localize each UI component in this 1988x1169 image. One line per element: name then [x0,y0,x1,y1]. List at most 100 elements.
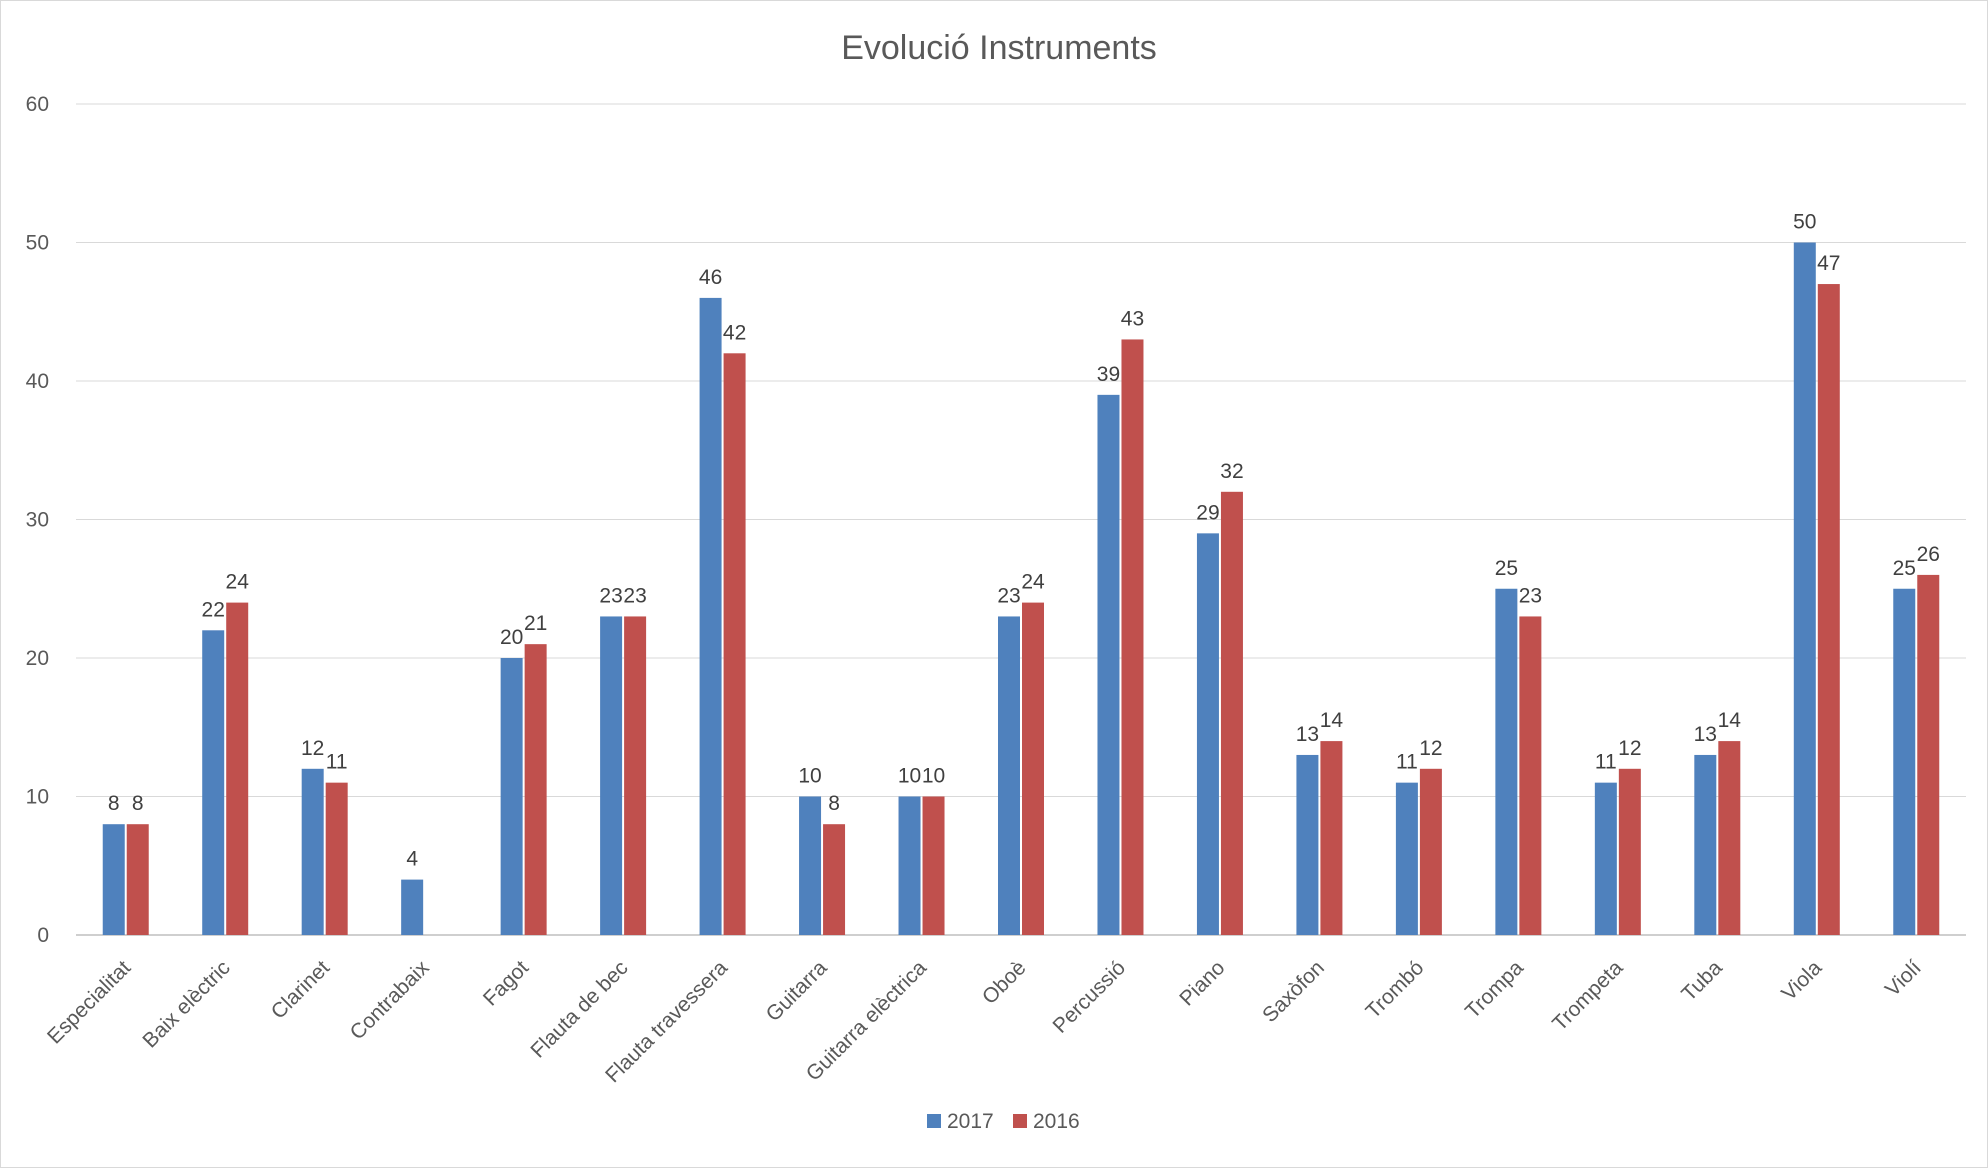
bar-2016 [823,824,846,935]
x-tick-label: Tuba [1677,956,1727,1006]
data-label: 11 [1595,751,1617,774]
data-label: 12 [301,737,324,760]
x-tick-label: Percussió [1049,956,1130,1037]
x-tick-label: Especialitat [43,956,135,1048]
x-tick-label: Guitarra [762,956,832,1026]
data-label: 12 [1419,737,1442,760]
chart-title: Evolució Instruments [841,29,1157,67]
y-axis: 0 10 20 30 40 50 60 [26,93,49,947]
legend: 2017 2016 [927,1110,1080,1133]
x-tick-label: Viola [1777,956,1826,1005]
bar-2016 [1817,284,1840,935]
data-label: 11 [1396,751,1418,774]
x-tick-label: Contrabaix [346,956,434,1044]
x-tick-label: Oboè [978,956,1031,1009]
data-label: 23 [599,584,622,607]
data-label: 14 [1718,709,1742,732]
data-label: 8 [132,792,144,815]
x-tick-label: Violí [1881,956,1926,1001]
bar-2016 [1121,339,1144,935]
x-tick-label: Trombó [1362,956,1429,1023]
bar-2016 [1917,574,1940,935]
data-label: 14 [1320,709,1344,732]
bar-2016 [1519,616,1542,935]
bar-2017 [1893,588,1916,935]
bar-2016 [1022,602,1044,935]
data-label: 23 [997,584,1020,607]
y-tick-label: 60 [26,93,49,116]
data-label: 42 [723,321,746,344]
bar-2017 [1296,754,1319,935]
bar-2017 [1395,782,1418,935]
bar-2017 [1196,533,1219,935]
x-tick-label: Fagot [479,956,533,1010]
x-tick-label: Baix elèctric [138,956,234,1052]
bar-2017 [699,297,722,935]
data-label: 10 [798,765,821,788]
bar-2017 [1793,242,1816,935]
data-label: 50 [1793,211,1816,234]
x-tick-label: Flauta de bec [526,956,632,1062]
bar-2017 [202,630,225,935]
data-label: 4 [406,848,418,871]
data-label: 26 [1917,543,1940,566]
bar-2017 [799,796,822,935]
x-tick-label: Piano [1175,956,1229,1010]
bar-2016 [126,824,149,935]
data-label: 32 [1220,460,1243,483]
data-label: 39 [1097,363,1120,386]
data-label: 8 [828,792,840,815]
legend-label-2017: 2017 [947,1110,994,1133]
bar-2017 [102,824,125,935]
bars [102,242,1940,936]
bar-2017 [1495,588,1518,935]
data-label: 12 [1618,737,1641,760]
data-label: 21 [524,612,547,635]
x-tick-label: Trompeta [1548,956,1627,1035]
data-label: 46 [699,266,722,289]
bar-2017 [1097,394,1120,936]
bar-2016 [226,602,249,935]
bar-2016 [524,644,547,935]
data-label: 23 [1519,584,1542,607]
bar-2016 [1419,768,1442,935]
data-label: 23 [623,584,646,607]
y-tick-label: 10 [26,786,49,809]
data-label: 29 [1196,501,1219,524]
data-label: 25 [1893,557,1916,580]
x-tick-label: Trompa [1461,956,1528,1023]
legend-swatch-2017 [927,1114,941,1128]
y-tick-label: 20 [26,647,49,670]
data-label: 8 [108,792,120,815]
data-label: 20 [500,626,523,649]
x-axis: Especialitat Baix elèctric Clarinet Contrab… [43,956,1926,1087]
bar-2017 [998,616,1020,935]
y-tick-label: 40 [26,370,49,393]
data-label: 24 [226,571,250,594]
legend-swatch-2016 [1013,1114,1027,1128]
bar-2016 [1618,768,1641,935]
bar-2016 [723,353,746,935]
bar-2017 [401,879,424,935]
x-tick-label: Saxòfon [1258,956,1329,1027]
bar-2017 [500,658,523,935]
bar-2016 [325,782,348,935]
data-label: 43 [1121,307,1144,330]
bar-2017 [301,768,324,935]
gridlines [76,103,1966,936]
data-label: 47 [1817,252,1840,275]
bar-2017 [898,796,921,935]
y-tick-label: 50 [26,232,49,255]
x-tick-label: Clarinet [267,956,335,1024]
data-label: 13 [1296,723,1319,746]
bar-2016 [1320,741,1343,935]
bar-2016 [1718,741,1741,935]
legend-label-2016: 2016 [1033,1110,1080,1133]
data-label: 10 [898,765,921,788]
data-label: 24 [1021,571,1045,594]
bar-2016 [922,796,945,935]
bar-2017 [1594,782,1617,935]
